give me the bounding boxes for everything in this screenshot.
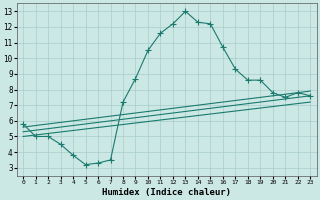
X-axis label: Humidex (Indice chaleur): Humidex (Indice chaleur) [102,188,231,197]
